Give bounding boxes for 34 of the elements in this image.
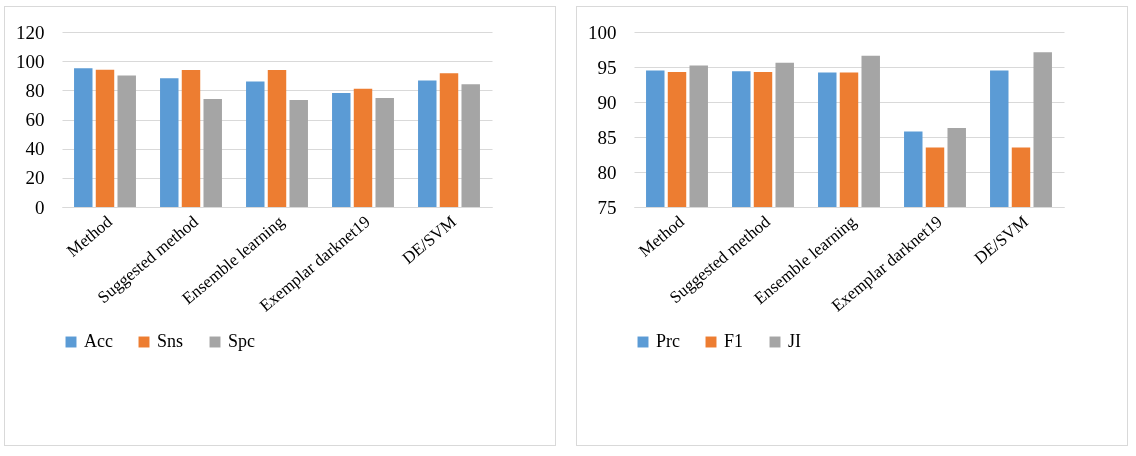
y-tick-label: 100 (588, 21, 617, 43)
legend-label: Prc (656, 331, 680, 351)
y-tick-label: 75 (597, 196, 617, 218)
bar (246, 81, 265, 207)
y-tick-label: 85 (597, 126, 617, 148)
bar (461, 84, 480, 207)
y-tick-label: 120 (16, 21, 45, 43)
bar (74, 68, 93, 207)
bar (353, 88, 373, 207)
legend-label: Sns (157, 331, 184, 351)
y-tick-label: 20 (25, 167, 45, 189)
bar (117, 75, 136, 207)
y-tick-label: 80 (25, 79, 45, 101)
y-tick-label: 0 (35, 196, 45, 218)
bar (289, 100, 308, 207)
bar (203, 99, 222, 207)
y-tick-label: 95 (597, 56, 617, 78)
bar (439, 73, 459, 207)
bar (95, 69, 115, 207)
bar (181, 70, 201, 207)
legend-label: Spc (228, 331, 256, 351)
y-tick-label: 60 (25, 109, 45, 130)
y-tick-label: 40 (25, 138, 45, 160)
y-tick-label: 90 (597, 91, 617, 113)
bar (375, 98, 394, 207)
bar (267, 70, 287, 207)
bar (160, 78, 179, 207)
legend-label: Acc (84, 331, 113, 351)
legend-label: F1 (724, 331, 744, 351)
legend-label: JI (788, 331, 801, 351)
bar (418, 80, 437, 207)
y-tick-label: 100 (16, 50, 45, 72)
bar (332, 92, 351, 207)
y-tick-label: 80 (597, 161, 617, 183)
